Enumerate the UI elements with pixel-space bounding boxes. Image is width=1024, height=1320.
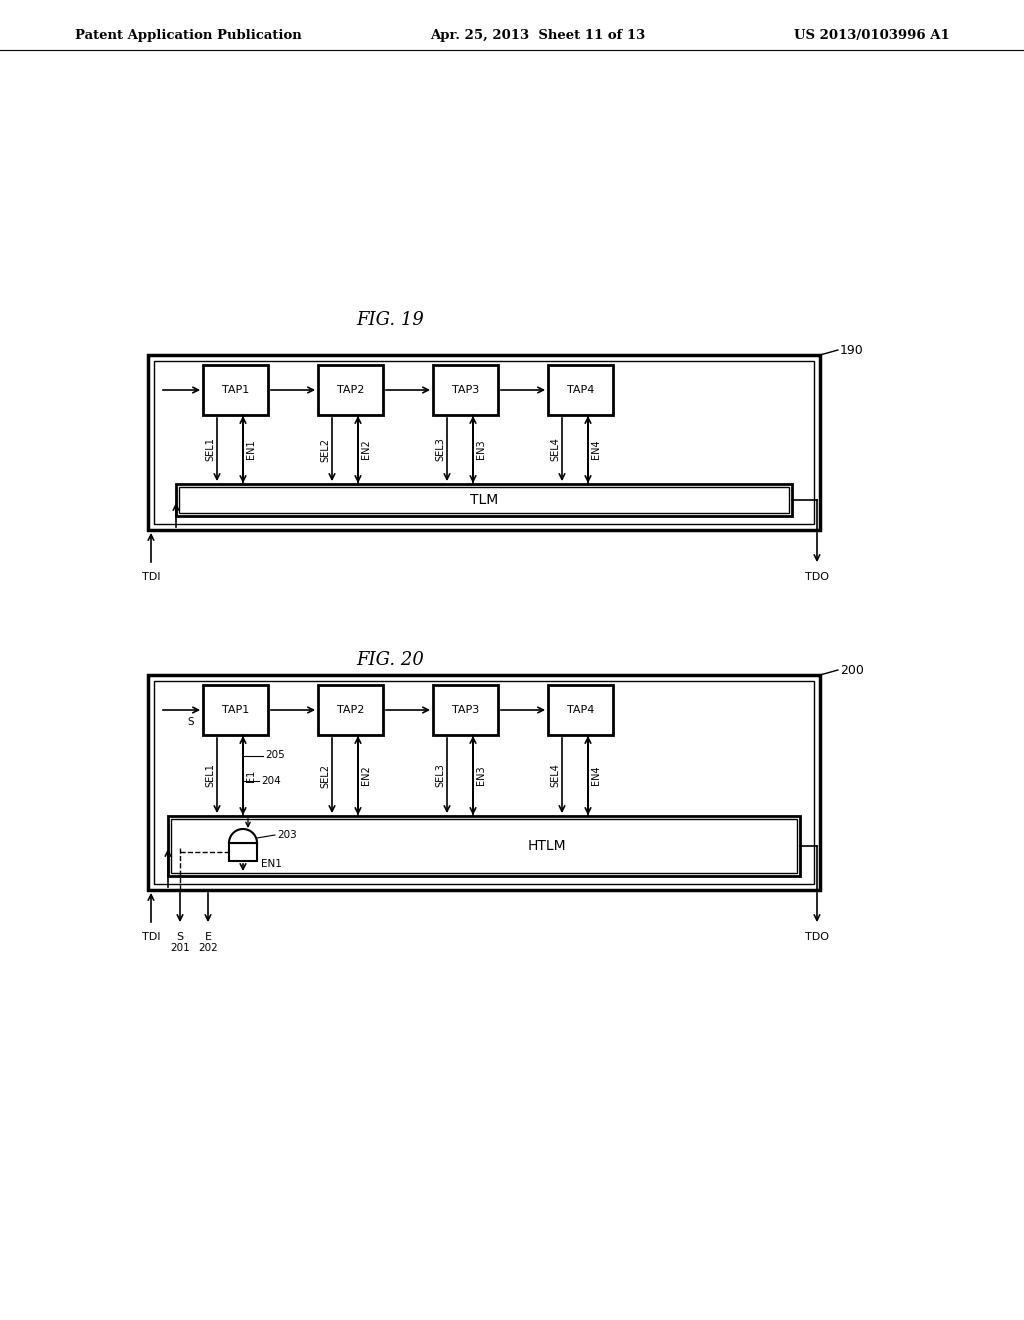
Bar [548,685,613,735]
Text: Patent Application Publication: Patent Application Publication [75,29,302,41]
Text: S: S [176,932,183,942]
Text: HTLM: HTLM [528,840,566,853]
Text: TAP1: TAP1 [222,705,249,715]
Text: SEL1: SEL1 [205,763,215,788]
Text: 190: 190 [840,343,864,356]
Text: EN3: EN3 [476,766,486,785]
Text: E1: E1 [246,770,256,781]
Bar [203,366,268,414]
Text: TAP3: TAP3 [452,705,479,715]
Text: 201: 201 [170,942,189,953]
Bar [148,675,820,890]
Text: SEL4: SEL4 [550,763,560,788]
Text: EN2: EN2 [361,766,371,785]
Text: SEL3: SEL3 [435,763,445,788]
Bar [229,843,257,861]
Text: EN2: EN2 [361,440,371,459]
Bar [179,487,790,513]
Text: 203: 203 [278,830,297,840]
Text: 202: 202 [198,942,218,953]
Text: E: E [205,932,212,942]
Text: TAP4: TAP4 [567,385,594,395]
Bar [171,818,797,873]
Bar [168,816,800,876]
Text: 200: 200 [840,664,864,676]
Text: EN1: EN1 [261,859,282,869]
Text: SEL2: SEL2 [319,763,330,788]
Text: TLM: TLM [470,492,498,507]
Text: TAP2: TAP2 [337,385,365,395]
Text: TDI: TDI [141,572,160,582]
Text: TAP2: TAP2 [337,705,365,715]
Text: TDI: TDI [141,932,160,942]
Text: EN4: EN4 [591,766,601,785]
Bar [148,355,820,531]
Text: 205: 205 [265,751,285,760]
Text: US 2013/0103996 A1: US 2013/0103996 A1 [795,29,950,41]
Text: SEL3: SEL3 [435,437,445,462]
Text: 204: 204 [261,776,281,785]
Text: TDO: TDO [805,932,829,942]
Text: SEL2: SEL2 [319,437,330,462]
Bar [433,685,498,735]
Text: Apr. 25, 2013  Sheet 11 of 13: Apr. 25, 2013 Sheet 11 of 13 [430,29,645,41]
Text: TAP4: TAP4 [567,705,594,715]
Text: TDO: TDO [805,572,829,582]
Bar [318,366,383,414]
Bar [154,360,814,524]
Bar [548,366,613,414]
Bar [318,685,383,735]
Text: EN1: EN1 [246,440,256,459]
Bar [176,484,792,516]
Text: TAP3: TAP3 [452,385,479,395]
Bar [203,685,268,735]
Text: EN3: EN3 [476,440,486,459]
Text: FIG. 20: FIG. 20 [356,651,424,669]
Text: FIG. 19: FIG. 19 [356,312,424,329]
Polygon shape [229,829,257,843]
Text: S: S [187,717,195,727]
Text: TAP1: TAP1 [222,385,249,395]
Text: SEL1: SEL1 [205,437,215,462]
Text: EN4: EN4 [591,440,601,459]
Bar [154,681,814,884]
Text: SEL4: SEL4 [550,437,560,462]
Bar [433,366,498,414]
